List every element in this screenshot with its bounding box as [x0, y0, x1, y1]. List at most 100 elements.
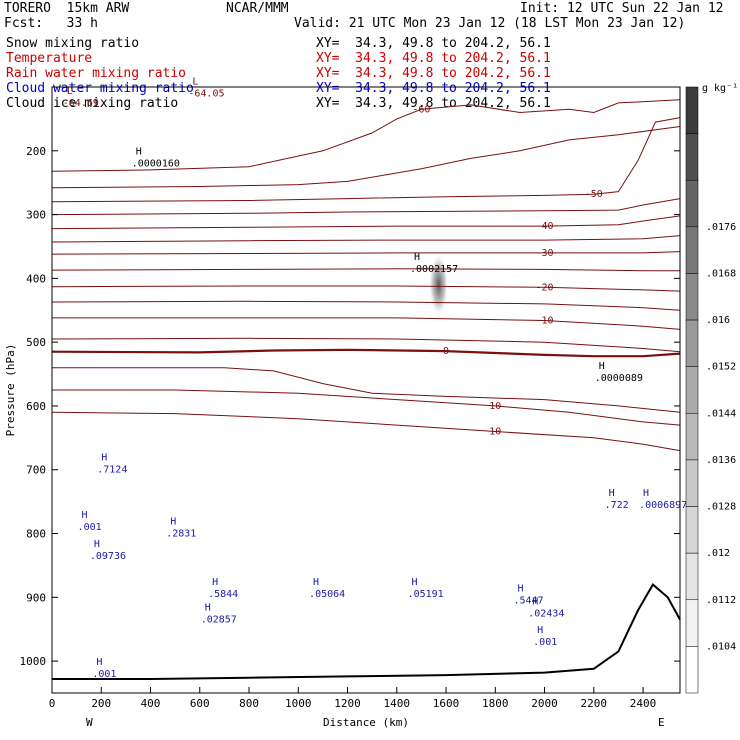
colorbar-tick-label: .0168 — [706, 268, 736, 279]
extremum-value: -64.05 — [188, 88, 224, 99]
contour-label: -50 — [585, 189, 603, 200]
temperature-contour — [51, 99, 681, 172]
colorbar-tick-label: .0128 — [706, 502, 736, 513]
extremum-marker: L — [192, 76, 198, 87]
temperature-contour — [52, 317, 681, 330]
field-name: Rain water mixing ratio — [6, 66, 187, 81]
x-tick-label: 1600 — [433, 697, 460, 710]
center-label: NCAR/MMM — [226, 1, 289, 16]
contour-label: 10 — [489, 401, 501, 412]
extremum-marker: H — [517, 584, 523, 595]
extremum-marker: H — [101, 453, 107, 464]
extremum-value: .001 — [92, 669, 116, 680]
x-tick-label: 0 — [49, 697, 56, 710]
colorbar-segment — [685, 133, 699, 181]
x-tick-label: 1200 — [334, 697, 361, 710]
temperature-contour — [51, 300, 681, 311]
snow-max-shading — [428, 252, 449, 317]
extremum-marker: H — [82, 510, 88, 521]
extremum-value: .001 — [533, 637, 557, 648]
colorbar-tick-label: .0104 — [706, 641, 736, 652]
colorbar-segment — [685, 319, 699, 367]
y-axis-label: Pressure (hPa) — [4, 344, 17, 437]
x-tick-label: 2200 — [581, 697, 608, 710]
extremum-marker: H — [94, 539, 100, 550]
field-xy: XY= 34.3, 49.8 to 204.2, 56.1 — [316, 36, 551, 51]
extremum-value: .0000089 — [595, 373, 643, 384]
extremum-value: .0000160 — [132, 159, 180, 170]
field-name: Cloud water mixing ratio — [6, 81, 194, 96]
x-tick-label: 600 — [190, 697, 210, 710]
extremum-marker: H — [414, 252, 420, 263]
extremum-value: .7124 — [97, 465, 127, 476]
x-tick-label: 800 — [239, 697, 259, 710]
contour-label: 10 — [489, 426, 501, 437]
temperature-contour — [52, 389, 681, 426]
colorbar-segment — [685, 366, 699, 414]
x-tick-label: 2000 — [531, 697, 558, 710]
y-tick-label: 300 — [26, 209, 46, 222]
extremum-value: .0006897 — [639, 500, 687, 511]
colorbar-segment — [685, 599, 699, 647]
contour-label: -30 — [536, 248, 554, 259]
colorbar-tick-label: .0152 — [706, 362, 736, 373]
y-tick-label: 1000 — [20, 655, 47, 668]
x-tick-label: 2400 — [630, 697, 657, 710]
temperature-contour — [51, 198, 681, 216]
extremum-value: .02857 — [201, 615, 237, 626]
init-time: Init: 12 UTC Sun 22 Jan 12 — [520, 1, 724, 16]
temperature-contour — [51, 117, 681, 203]
colorbar-segment — [685, 413, 699, 461]
extremum-marker: H — [205, 603, 211, 614]
extremum-marker: H — [532, 596, 538, 607]
colorbar-segment — [685, 459, 699, 507]
contour-label: -60 — [412, 104, 430, 115]
extremum-value: .05064 — [309, 589, 345, 600]
temperature-contour — [51, 285, 681, 292]
contour-label: -40 — [536, 221, 554, 232]
model-title: TORERO 15km ARW — [4, 1, 130, 16]
extremum-marker: H — [599, 361, 605, 372]
field-xy: XY= 34.3, 49.8 to 204.2, 56.1 — [316, 66, 551, 81]
temperature-contour — [52, 367, 681, 413]
colorbar-segment — [685, 86, 699, 134]
contour-label: -10 — [536, 315, 554, 326]
field-xy: XY= 34.3, 49.8 to 204.2, 56.1 — [316, 81, 551, 96]
extremum-marker: H — [313, 577, 319, 588]
temperature-contour — [51, 411, 681, 452]
temperature-contour — [51, 268, 680, 272]
y-tick-label: 900 — [26, 591, 46, 604]
field-xy: XY= 34.3, 49.8 to 204.2, 56.1 — [316, 51, 551, 66]
extremum-marker: H — [412, 577, 418, 588]
extremum-value: .05191 — [408, 589, 444, 600]
y-tick-label: 400 — [26, 272, 46, 285]
y-tick-label: 200 — [26, 145, 46, 158]
extremum-value: .5447 — [513, 596, 543, 607]
extremum-value: .09736 — [90, 551, 126, 562]
extremum-value: -64.69 — [63, 98, 99, 109]
field-name: Temperature — [6, 51, 93, 66]
y-tick-label: 600 — [26, 400, 46, 413]
extremum-marker: H — [609, 488, 615, 499]
y-tick-label: 800 — [26, 528, 46, 541]
extremum-marker: L — [67, 86, 73, 97]
y-tick-label: 700 — [26, 464, 46, 477]
colorbar-segment — [685, 552, 699, 601]
x-end-label-east: E — [658, 716, 665, 729]
temperature-contour — [51, 251, 681, 255]
valid-time: Valid: 21 UTC Mon 23 Jan 12 (18 LST Mon … — [294, 16, 686, 31]
contour-label: 0 — [443, 346, 449, 357]
colorbar-tick-label: .0112 — [706, 595, 736, 606]
colorbar-tick-label: .016 — [706, 315, 730, 326]
x-tick-label: 200 — [91, 697, 111, 710]
colorbar-segment — [685, 506, 699, 554]
extremum-marker: H — [537, 625, 543, 636]
extremum-value: .001 — [78, 522, 102, 533]
extremum-marker: H — [643, 488, 649, 499]
extremum-marker: H — [96, 657, 102, 668]
extremum-value: .0002157 — [410, 264, 458, 275]
x-tick-label: 1800 — [482, 697, 509, 710]
x-tick-label: 400 — [141, 697, 161, 710]
temperature-contour — [51, 235, 681, 243]
